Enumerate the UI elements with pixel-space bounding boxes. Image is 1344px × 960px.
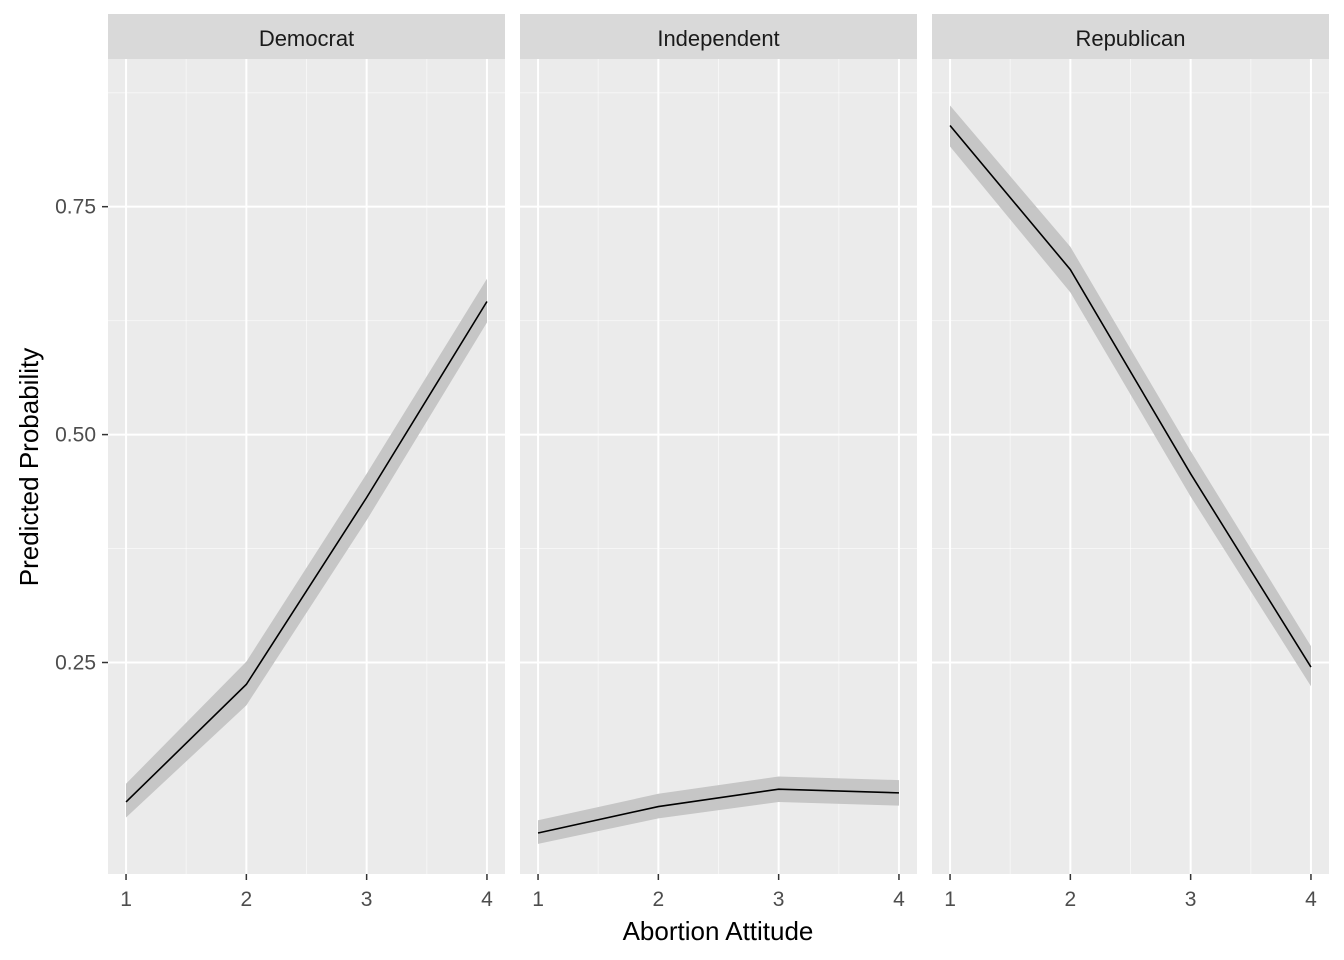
x-tick-label: 3 bbox=[361, 888, 373, 911]
strip-label-democrat: Democrat bbox=[259, 26, 354, 51]
panel-independent: Independent 1 2 3 4 bbox=[520, 14, 917, 911]
y-tick-label: 0.25 bbox=[55, 652, 96, 675]
x-tick-label: 1 bbox=[120, 888, 132, 911]
panel-republican: Republican 1 2 3 4 bbox=[932, 14, 1329, 911]
y-axis-title: Predicted Probability bbox=[14, 348, 44, 586]
x-tick-label: 1 bbox=[944, 888, 956, 911]
strip-label-republican: Republican bbox=[1075, 26, 1185, 51]
x-tick-label: 2 bbox=[241, 888, 253, 911]
x-tick-label: 4 bbox=[1305, 888, 1317, 911]
x-axis-title: Abortion Attitude bbox=[623, 916, 814, 946]
confidence-ribbon-democrat bbox=[126, 278, 487, 818]
series-line-republican bbox=[949, 125, 1312, 668]
x-tick-label: 4 bbox=[893, 888, 905, 911]
strip-republican bbox=[932, 14, 1329, 59]
strip-democrat bbox=[108, 14, 505, 59]
x-tick-label: 3 bbox=[773, 888, 785, 911]
x-tick-label: 3 bbox=[1185, 888, 1197, 911]
x-tick-label: 2 bbox=[1065, 888, 1077, 911]
series-line-independent bbox=[537, 788, 899, 834]
x-tick-label: 2 bbox=[653, 888, 665, 911]
series-line-democrat bbox=[125, 301, 488, 803]
panels: Democrat 1 2 3 4 Independent 1 2 3 4 Republican 1 2 3… bbox=[108, 14, 1329, 911]
panel-democrat: Democrat 1 2 3 4 bbox=[108, 14, 505, 911]
strip-independent bbox=[520, 14, 917, 59]
y-axis: 0.25 0.50 0.75 bbox=[55, 196, 108, 675]
confidence-ribbon-republican bbox=[950, 105, 1311, 687]
confidence-ribbon-independent bbox=[538, 776, 899, 844]
y-tick-label: 0.75 bbox=[55, 196, 96, 219]
x-tick-label: 4 bbox=[481, 888, 493, 911]
y-tick-label: 0.50 bbox=[55, 424, 96, 447]
strip-label-independent: Independent bbox=[657, 26, 779, 51]
x-tick-label: 1 bbox=[532, 888, 544, 911]
